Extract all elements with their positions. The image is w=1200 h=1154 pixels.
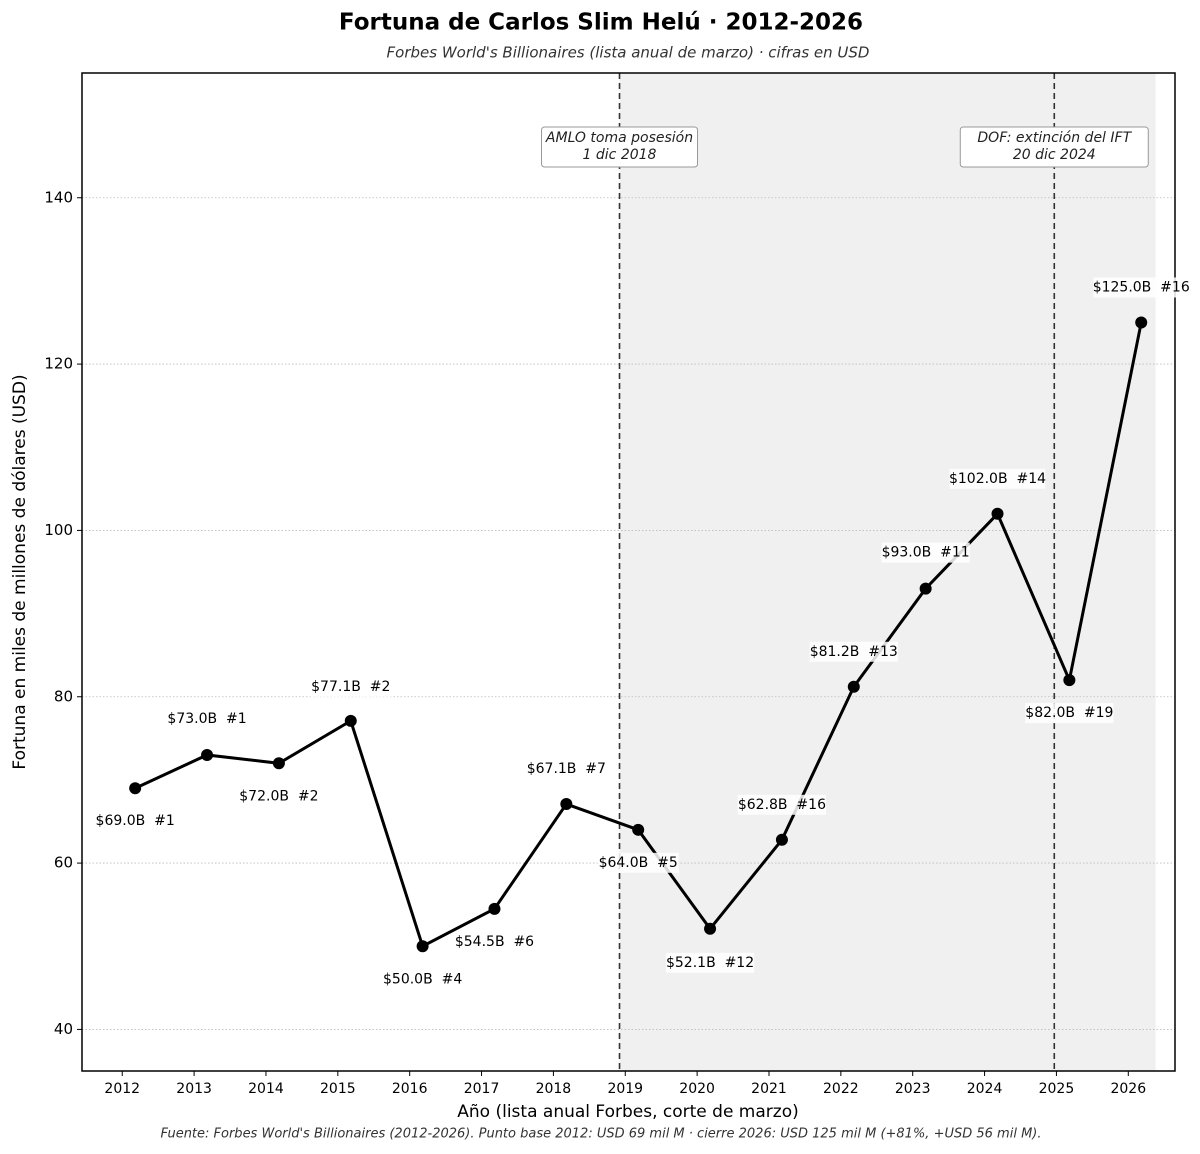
data-point xyxy=(416,940,429,953)
data-point xyxy=(488,902,501,915)
data-label: $77.1B #2 xyxy=(311,679,390,695)
y-tick-label: 40 xyxy=(54,1020,73,1038)
y-tick-label: 140 xyxy=(44,188,73,206)
x-tick-label: 2018 xyxy=(536,1081,572,1097)
data-point xyxy=(919,582,932,595)
data-label: $50.0B #4 xyxy=(383,971,462,987)
x-axis-label: Año (lista anual Forbes, corte de marzo) xyxy=(457,1102,798,1122)
x-tick-label: 2026 xyxy=(1110,1081,1146,1097)
data-label-bg xyxy=(166,708,248,729)
chart-title: Fortuna de Carlos Slim Helú · 2012-2026 xyxy=(339,10,863,36)
data-label-bg xyxy=(453,931,535,952)
data-label-bg xyxy=(525,759,607,780)
data-label: $69.0B #1 xyxy=(96,813,175,829)
y-tick-label: 80 xyxy=(54,687,73,705)
annotation-text: AMLO toma posesión xyxy=(545,130,693,146)
data-point xyxy=(1135,316,1148,329)
data-point xyxy=(775,833,788,846)
data-label-bg xyxy=(382,969,464,990)
x-tick-label: 2022 xyxy=(823,1081,859,1097)
data-point xyxy=(560,798,573,811)
data-label: $82.0B #19 xyxy=(1025,705,1113,721)
data-label-bg xyxy=(809,641,898,662)
plot-frame xyxy=(81,72,1176,1072)
data-label: $54.5B #6 xyxy=(455,934,534,950)
annotation-text: DOF: extinción del IFT xyxy=(977,130,1132,146)
data-point xyxy=(991,507,1004,520)
x-tick-label: 2012 xyxy=(104,1081,140,1097)
y-tick-label: 120 xyxy=(44,355,73,373)
data-label-bg xyxy=(310,676,392,697)
data-point xyxy=(201,748,214,761)
x-tick-label: 2024 xyxy=(967,1081,1003,1097)
data-label-bg xyxy=(597,852,679,873)
data-label-bg xyxy=(665,952,755,973)
annotation-box xyxy=(959,126,1149,168)
x-tick-label: 2019 xyxy=(607,1081,643,1097)
data-point xyxy=(129,782,142,795)
y-tick-label: 60 xyxy=(54,854,73,872)
data-label: $125.0B #16 xyxy=(1093,280,1190,296)
data-label: $73.0B #1 xyxy=(167,711,246,727)
data-label: $67.1B #7 xyxy=(527,761,606,777)
data-label-bg xyxy=(881,542,970,563)
x-tick-label: 2025 xyxy=(1039,1081,1075,1097)
x-tick-label: 2023 xyxy=(895,1081,931,1097)
data-point xyxy=(632,823,645,836)
source-note: Fuente: Forbes World's Billionaires (201… xyxy=(161,1127,1042,1142)
annotation-box xyxy=(541,126,699,168)
data-label-bg xyxy=(949,468,1046,489)
data-point xyxy=(344,714,357,727)
y-tick-label: 100 xyxy=(44,521,73,539)
data-label: $72.0B #2 xyxy=(239,788,318,804)
chart-subtitle: Forbes World's Billionaires (lista anual… xyxy=(387,44,870,62)
data-point xyxy=(272,757,285,770)
data-label-bg xyxy=(94,811,176,832)
data-point xyxy=(847,680,860,693)
annotation-text: 1 dic 2018 xyxy=(583,147,657,163)
annotation-text: 20 dic 2024 xyxy=(1013,147,1096,163)
y-axis-label: Fortuna en miles de millones de dólares … xyxy=(10,374,30,769)
data-label-bg xyxy=(1025,703,1114,724)
data-label-bg xyxy=(737,794,827,815)
x-tick-label: 2015 xyxy=(320,1081,356,1097)
data-point xyxy=(704,922,717,935)
x-tick-label: 2020 xyxy=(679,1081,715,1097)
shaded-region xyxy=(619,73,1156,1071)
data-point xyxy=(1063,674,1076,687)
data-label: $52.1B #12 xyxy=(666,955,754,971)
data-label-bg xyxy=(1093,277,1190,298)
x-tick-label: 2014 xyxy=(248,1081,284,1097)
data-label: $64.0B #5 xyxy=(599,855,678,871)
data-label: $93.0B #11 xyxy=(882,545,970,561)
data-label: $81.2B #13 xyxy=(810,644,898,660)
x-tick-label: 2017 xyxy=(464,1081,500,1097)
data-label: $102.0B #14 xyxy=(949,471,1046,487)
x-tick-label: 2013 xyxy=(176,1081,212,1097)
data-label: $62.8B #16 xyxy=(738,797,826,813)
data-label-bg xyxy=(238,786,320,807)
x-tick-label: 2016 xyxy=(392,1081,428,1097)
x-tick-label: 2021 xyxy=(751,1081,787,1097)
